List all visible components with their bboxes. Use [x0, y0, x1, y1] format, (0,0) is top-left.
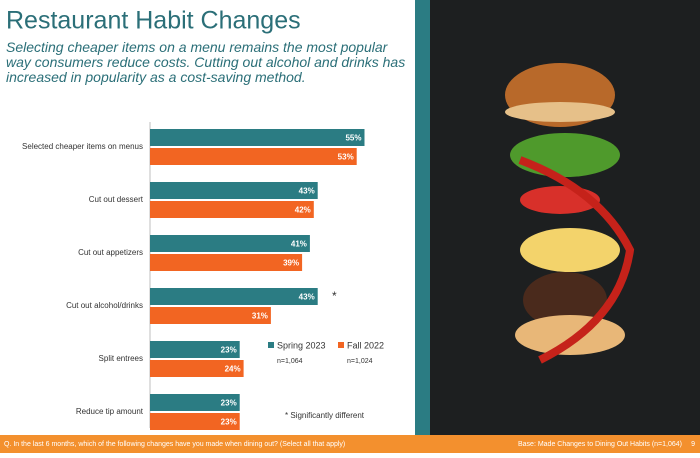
category-label: Split entrees — [99, 354, 143, 363]
category-label: Cut out alcohol/drinks — [66, 301, 143, 310]
footer-question: Q. In the last 6 months, which of the fo… — [4, 441, 345, 448]
bar — [150, 394, 240, 411]
value-label: 43% — [299, 187, 315, 196]
value-label: 23% — [221, 399, 237, 408]
value-label: 31% — [252, 312, 268, 321]
bar — [150, 182, 318, 199]
bar — [150, 235, 310, 252]
bar — [150, 148, 357, 165]
chart: Selected cheaper items on menus 55% 53% Cut… — [22, 122, 384, 430]
bar — [150, 360, 244, 377]
category-label: Cut out dessert — [89, 195, 144, 204]
sample-size: n=1,064 — [277, 358, 303, 365]
bar — [150, 413, 240, 430]
footer-bar — [0, 435, 700, 453]
value-label: 53% — [338, 153, 354, 162]
subtitle-box: Selecting cheaper items on a menu remain… — [6, 40, 406, 85]
legend-label: Spring 2023 — [277, 340, 326, 350]
significance-note: * Significantly different — [285, 411, 365, 420]
burger-illustration — [505, 63, 635, 364]
footer-base: Base: Made Changes to Dining Out Habits … — [518, 441, 682, 448]
bar — [150, 307, 271, 324]
value-label: 42% — [295, 206, 311, 215]
legend-label: Fall 2022 — [347, 340, 384, 350]
bar — [150, 288, 318, 305]
title: Restaurant Habit Changes — [6, 7, 301, 35]
category-label: Selected cheaper items on menus — [22, 142, 143, 151]
value-label: 23% — [221, 346, 237, 355]
value-label: 41% — [291, 240, 307, 249]
legend-swatch — [268, 342, 274, 348]
accent-strip — [415, 0, 430, 435]
value-label: 39% — [283, 259, 299, 268]
page-number: 9 — [691, 441, 695, 448]
legend-swatch — [338, 342, 344, 348]
significance-marker: * — [332, 289, 337, 303]
bar — [150, 341, 240, 358]
value-label: 23% — [221, 418, 237, 427]
sample-size: n=1,024 — [347, 358, 373, 365]
bar — [150, 254, 303, 271]
value-label: 43% — [299, 293, 315, 302]
value-label: 55% — [345, 134, 361, 143]
value-label: 24% — [225, 365, 241, 374]
bar — [150, 201, 314, 218]
subtitle: Selecting cheaper items on a menu remain… — [6, 40, 406, 85]
category-label: Cut out appetizers — [78, 248, 143, 257]
category-label: Reduce tip amount — [76, 407, 144, 416]
bar — [150, 129, 365, 146]
